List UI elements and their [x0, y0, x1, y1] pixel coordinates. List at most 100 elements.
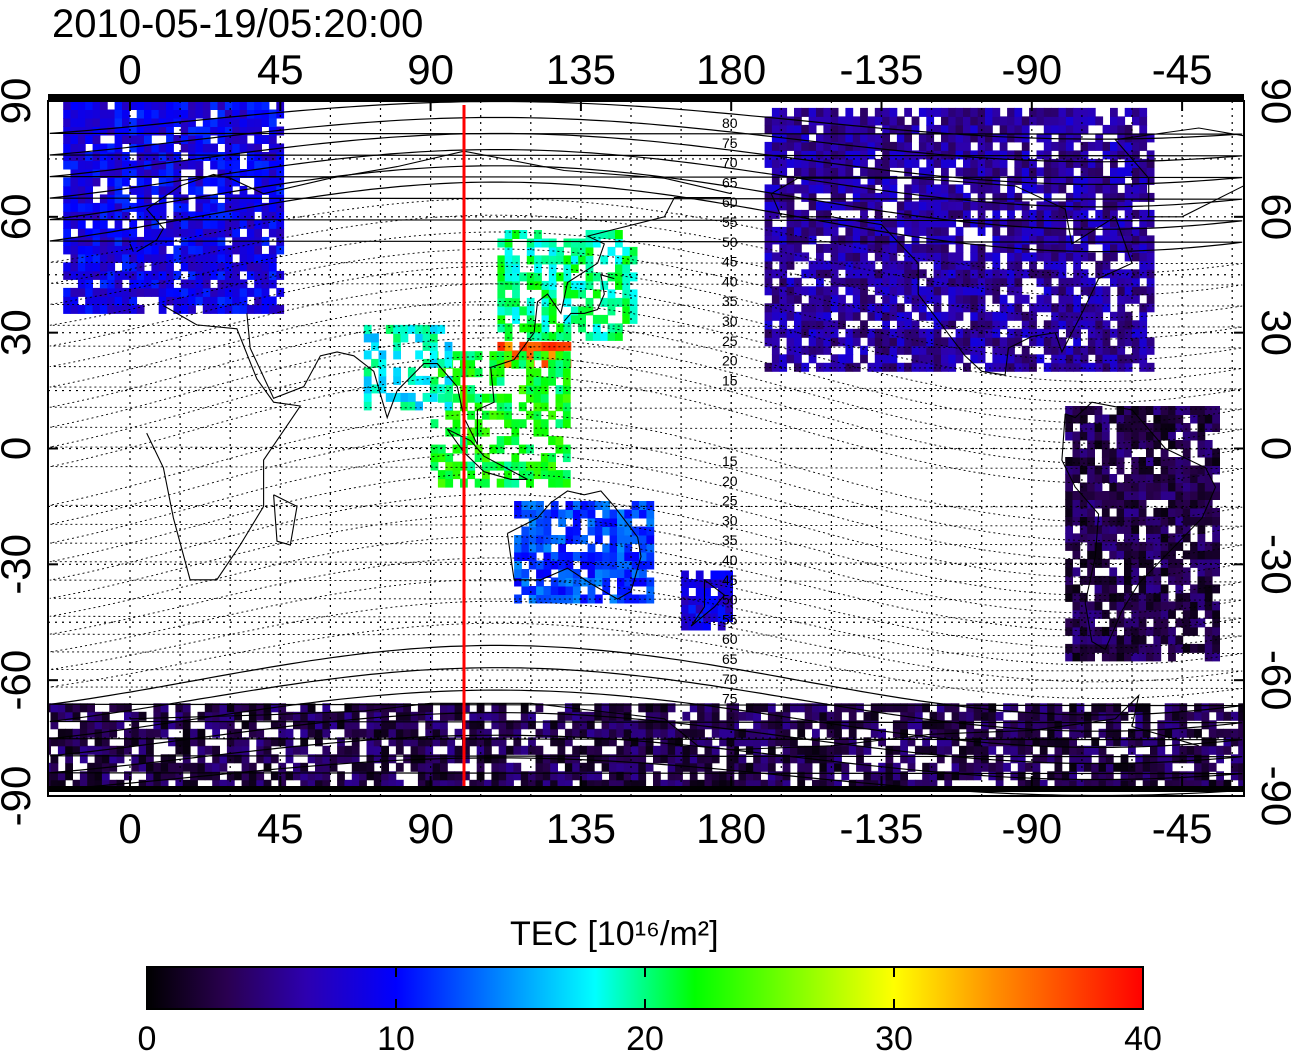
tec-cell	[823, 260, 832, 270]
tec-cell	[232, 202, 240, 212]
tec-cell	[609, 560, 618, 570]
tec-cell	[771, 328, 780, 338]
tec-cell	[1153, 609, 1162, 619]
tec-cell	[498, 720, 507, 730]
tec-cell	[1110, 277, 1118, 287]
tec-cell	[92, 109, 101, 119]
tec-cell	[315, 762, 323, 772]
tec-cell	[786, 337, 795, 347]
tec-cell	[1212, 465, 1220, 475]
tec-cell	[415, 324, 423, 334]
tec-cell	[944, 771, 953, 781]
tec-cell	[1058, 158, 1067, 168]
tec-cell	[794, 252, 802, 262]
tec-cell	[1113, 703, 1122, 713]
tec-cell	[999, 150, 1008, 160]
tec-cell	[911, 150, 920, 160]
tec-cell	[558, 594, 566, 604]
tec-cell	[1043, 124, 1052, 134]
tec-cell	[607, 272, 616, 282]
tec-cell	[999, 124, 1008, 134]
tec-cell	[970, 345, 979, 355]
tec-cell	[114, 270, 123, 280]
tec-cell	[107, 279, 116, 289]
tec-cell	[1131, 652, 1140, 662]
tec-cell	[261, 135, 270, 144]
tec-cell	[992, 116, 1001, 126]
tec-cell	[1058, 354, 1067, 364]
tec-cell	[1113, 720, 1122, 730]
tec-cell	[562, 368, 571, 378]
tec-cell	[1079, 406, 1088, 415]
tec-cell	[144, 245, 152, 255]
tec-cell	[1132, 116, 1140, 126]
tec-cell	[1216, 711, 1224, 721]
tec-cell	[907, 703, 916, 713]
tec-cell	[489, 376, 498, 386]
tec-cell	[933, 184, 942, 194]
tec-cell	[70, 270, 79, 280]
tec-cell	[72, 711, 81, 721]
tec-cell	[933, 303, 942, 313]
tec-cell	[874, 141, 883, 151]
tec-cell	[550, 720, 558, 730]
lon-tick-label-top: -45	[1152, 46, 1213, 93]
tec-cell	[536, 577, 544, 587]
tec-cell	[609, 762, 617, 772]
tec-cell	[874, 116, 883, 126]
tec-cell	[535, 703, 544, 713]
tec-cell	[381, 779, 389, 789]
tec-cell	[775, 720, 784, 730]
tec-cell	[144, 169, 152, 178]
tec-cell	[660, 737, 669, 747]
tec-cell	[977, 277, 986, 287]
tec-cell	[816, 167, 824, 177]
tec-cell	[771, 354, 780, 364]
tec-cell	[726, 762, 735, 772]
tec-cell	[195, 152, 204, 161]
tec-cell	[276, 287, 285, 297]
tec-cell	[160, 779, 169, 789]
tec-cell	[1164, 728, 1173, 738]
tec-cell	[812, 745, 820, 755]
tec-cell	[1014, 235, 1023, 245]
tec-cell	[631, 560, 640, 570]
tec-cell	[188, 262, 196, 272]
tec-cell	[1073, 150, 1081, 160]
tec-cell	[1146, 209, 1155, 219]
tec-cell	[202, 109, 211, 119]
tec-cell	[904, 362, 912, 372]
lat-tick-label-left: 0	[0, 437, 39, 460]
tec-cell	[926, 226, 935, 236]
tec-cell	[344, 728, 353, 738]
tec-cell	[114, 152, 123, 161]
tec-cell	[1091, 762, 1100, 772]
tec-cell	[941, 345, 949, 355]
tec-cell	[124, 737, 132, 747]
tec-cell	[767, 762, 776, 772]
tec-cell	[520, 771, 529, 781]
tec-cell	[955, 201, 964, 211]
tec-cell	[1190, 516, 1198, 526]
tec-cell	[246, 169, 255, 178]
tec-cell	[1087, 618, 1095, 628]
tec-cell	[403, 754, 411, 764]
tec-cell	[417, 779, 426, 789]
tec-cell	[1132, 294, 1140, 304]
tec-cell	[158, 262, 167, 272]
tec-cell	[151, 211, 160, 221]
tec-cell	[136, 143, 145, 153]
tec-cell	[963, 133, 971, 143]
tec-cell	[254, 160, 262, 170]
tec-cell	[63, 135, 71, 144]
tec-cell	[973, 711, 982, 721]
tec-cell	[867, 226, 876, 236]
tec-cell	[557, 711, 566, 721]
tec-cell	[834, 754, 842, 764]
tec-cell	[929, 779, 938, 789]
tec-cell	[444, 375, 453, 385]
tec-cell	[592, 238, 601, 248]
tec-cell	[1069, 745, 1077, 755]
tec-cell	[889, 107, 898, 117]
tec-cell	[660, 745, 669, 755]
